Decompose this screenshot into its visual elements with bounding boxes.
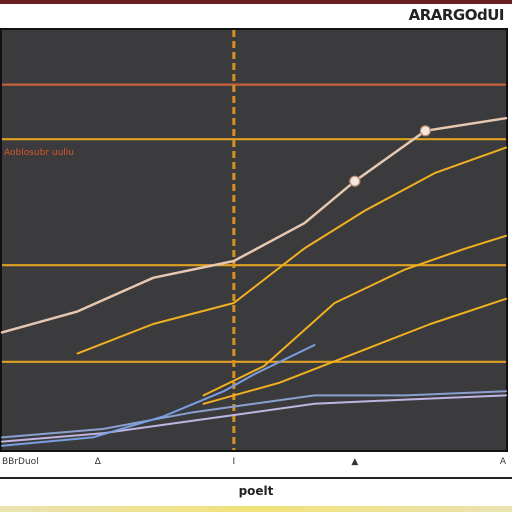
- x-tick-label-4: ▲: [351, 457, 358, 467]
- point-markers: [349, 125, 431, 187]
- series-line-4: [202, 297, 507, 405]
- series-line-6: [1, 394, 507, 443]
- x-tick-label-2: ∆: [94, 457, 102, 467]
- x-tick-label-1: BBrDuol: [2, 457, 39, 467]
- x-tick-label-3: I: [233, 457, 236, 467]
- reference-lines: [2, 83, 506, 363]
- chart-annotation: Aoblosubr uuliu: [4, 148, 74, 158]
- point-marker-2: [419, 125, 431, 137]
- top-border-band: [0, 0, 512, 4]
- series-line-3: [202, 234, 507, 397]
- series-line-2: [76, 146, 507, 355]
- point-marker-1: [349, 175, 361, 187]
- series-line-7: [1, 344, 316, 447]
- x-axis-label: poelt: [238, 484, 274, 498]
- series-group: [0, 116, 508, 447]
- series-line-1: [0, 116, 508, 334]
- plot-area: [2, 30, 506, 450]
- bottom-border-band: [0, 506, 512, 512]
- x-tick-label-5: A: [500, 457, 507, 467]
- series-line-5: [1, 390, 507, 439]
- x-tick-labels: BBrDuol ∆ I ▲ A: [2, 457, 507, 467]
- header-title: ARARGOdUI: [408, 6, 505, 24]
